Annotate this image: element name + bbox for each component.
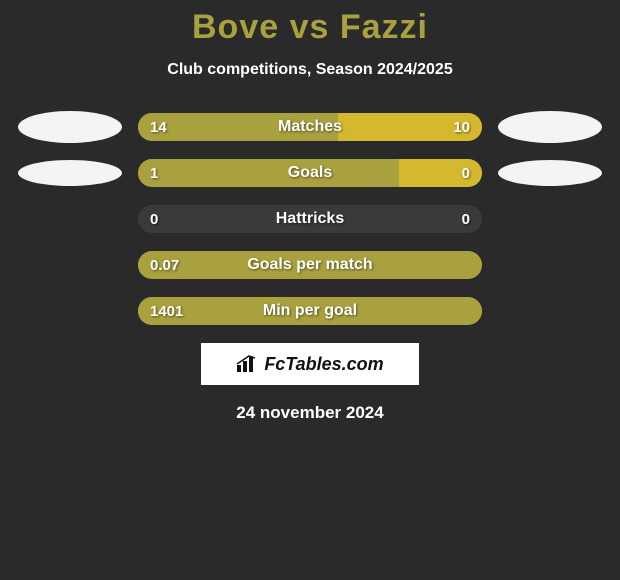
stat-row: 0.07Goals per match bbox=[0, 251, 620, 279]
page-title: Bove vs Fazzi bbox=[0, 8, 620, 47]
stat-label: Hattricks bbox=[138, 205, 482, 233]
player-avatar-right bbox=[498, 160, 602, 186]
stat-row: 1401Min per goal bbox=[0, 297, 620, 325]
stat-bar: 1401Min per goal bbox=[138, 297, 482, 325]
player-avatar-right bbox=[498, 111, 602, 143]
player-avatar-left bbox=[18, 111, 122, 143]
stat-label: Min per goal bbox=[138, 297, 482, 325]
bars-area: 1410Matches 10Goals 00Hattricks 0.07Goals p… bbox=[0, 113, 620, 325]
stat-row: 1410Matches bbox=[0, 113, 620, 141]
stat-bar: 10Goals bbox=[138, 159, 482, 187]
stat-label: Goals bbox=[138, 159, 482, 187]
stat-label: Goals per match bbox=[138, 251, 482, 279]
player-avatar-left bbox=[18, 160, 122, 186]
source-logo: FcTables.com bbox=[201, 343, 419, 385]
stat-bar: 1410Matches bbox=[138, 113, 482, 141]
stat-row: 10Goals bbox=[0, 159, 620, 187]
subtitle: Club competitions, Season 2024/2025 bbox=[0, 61, 620, 79]
logo-text: FcTables.com bbox=[264, 354, 383, 375]
stat-bar: 00Hattricks bbox=[138, 205, 482, 233]
stat-row: 00Hattricks bbox=[0, 205, 620, 233]
stat-label: Matches bbox=[138, 113, 482, 141]
snapshot-date: 24 november 2024 bbox=[0, 403, 620, 423]
comparison-card: Bove vs Fazzi Club competitions, Season … bbox=[0, 0, 620, 423]
stat-bar: 0.07Goals per match bbox=[138, 251, 482, 279]
bar-chart-icon bbox=[236, 355, 258, 373]
